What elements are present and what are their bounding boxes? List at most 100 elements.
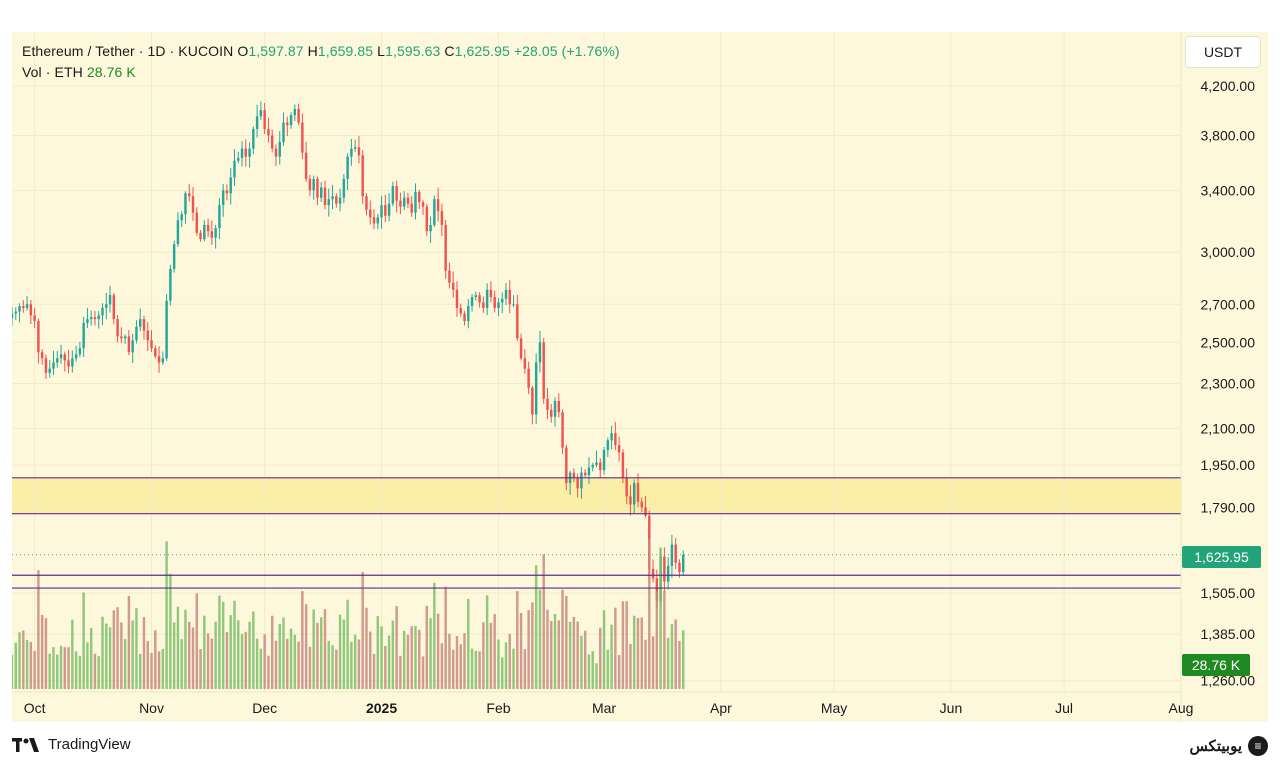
- tradingview-logo[interactable]: TradingView: [12, 736, 131, 753]
- volume-bar: [244, 631, 248, 689]
- volume-bar: [357, 639, 361, 689]
- volume-bar: [108, 627, 112, 689]
- volume-bar: [304, 604, 308, 689]
- volume-bar: [463, 633, 466, 689]
- candle-body: [108, 295, 112, 305]
- volume-bar: [621, 601, 625, 689]
- candle-body: [74, 354, 78, 359]
- currency-unit-button[interactable]: USDT: [1185, 36, 1261, 68]
- volume-bar: [12, 654, 14, 689]
- volume-bar: [433, 582, 436, 689]
- volume-bar: [319, 617, 323, 689]
- candle-body: [640, 501, 643, 508]
- symbol-header[interactable]: Ethereum / Tether · 1D · KUCOIN O1,597.8…: [22, 43, 620, 59]
- x-tick-label: May: [821, 700, 847, 716]
- volume-bar: [467, 598, 470, 689]
- chart-area[interactable]: 4,200.00 3,800.00 3,400.00 3,000.00 2,700.00…: [12, 32, 1268, 722]
- candle-body: [101, 307, 104, 316]
- volume-bar: [233, 600, 236, 689]
- candlestick-chart[interactable]: 4,200.00 3,800.00 3,400.00 3,000.00 2,700.00…: [12, 32, 1268, 722]
- candle-body: [259, 110, 263, 117]
- candle-body: [342, 178, 346, 198]
- y-tick-label: 1,790.00: [1201, 499, 1256, 515]
- candle-body: [591, 464, 594, 468]
- candle-body: [512, 304, 515, 306]
- y-tick-label: 2,500.00: [1201, 334, 1256, 350]
- tradingview-icon: [12, 737, 39, 752]
- volume-bar: [561, 589, 564, 689]
- candle-body: [71, 358, 74, 367]
- volume-bar: [237, 620, 240, 689]
- volume-bar: [406, 634, 410, 689]
- candle-body: [59, 354, 63, 359]
- candle-body: [508, 289, 511, 305]
- candle-body: [534, 362, 538, 415]
- candle-body: [338, 197, 342, 204]
- change-value: +28.05 (+1.76%): [513, 43, 620, 59]
- volume-bar: [350, 641, 353, 689]
- candle-body: [448, 270, 451, 283]
- volume-bar: [89, 627, 93, 689]
- candle-body: [176, 220, 180, 245]
- volume-bar: [414, 626, 417, 689]
- volume-bar: [282, 617, 285, 689]
- volume-bar: [606, 649, 610, 689]
- candle-body: [301, 122, 304, 153]
- candle-body: [470, 296, 474, 307]
- y-tick-label: 1,260.00: [1201, 673, 1256, 689]
- candle-body: [335, 196, 338, 204]
- symbol-name[interactable]: Ethereum / Tether · 1D · KUCOIN: [22, 43, 234, 59]
- volume-bar: [214, 621, 217, 689]
- volume-bar: [617, 655, 621, 689]
- candle-body: [29, 304, 33, 316]
- candle-body: [172, 244, 176, 269]
- watermark: یوبیتکس ≡: [1189, 736, 1268, 756]
- volume-bar: [286, 638, 289, 689]
- volume-bar: [550, 621, 553, 689]
- volume-bar: [455, 636, 459, 689]
- candle-body: [188, 193, 191, 197]
- candle-body: [331, 196, 334, 200]
- candle-body: [606, 440, 610, 451]
- volume-header[interactable]: Vol · ETH 28.76 K: [22, 64, 136, 80]
- candle-body: [40, 352, 44, 359]
- candle-body: [372, 217, 376, 224]
- candle-body: [150, 340, 153, 349]
- candle-body: [406, 197, 410, 204]
- candle-body: [353, 147, 357, 149]
- volume-bar: [154, 630, 157, 689]
- candle-body: [112, 295, 116, 320]
- candle-body: [565, 447, 568, 484]
- candle-body: [546, 398, 549, 410]
- volume-bar: [523, 649, 527, 689]
- candle-body: [444, 224, 447, 271]
- volume-bar: [648, 539, 651, 689]
- volume-bar: [289, 628, 293, 689]
- candle-body: [674, 544, 677, 563]
- volume-bar: [485, 595, 489, 689]
- volume-bar: [176, 606, 180, 689]
- candle-body: [550, 409, 553, 417]
- volume-bar: [150, 652, 153, 689]
- y-tick-label: 2,300.00: [1201, 375, 1256, 391]
- x-tick-label: Jul: [1055, 700, 1073, 716]
- candle-body: [497, 302, 500, 308]
- volume-bar: [478, 651, 481, 689]
- volume-bar: [123, 639, 127, 689]
- candle-body: [304, 152, 308, 179]
- candle-body: [135, 326, 138, 341]
- candle-body: [252, 128, 255, 149]
- volume-bar: [346, 599, 349, 689]
- candle-body: [595, 462, 598, 465]
- x-tick-label: Oct: [24, 700, 46, 716]
- volume-bar: [644, 639, 647, 689]
- volume-bar: [682, 630, 685, 689]
- candle-body: [369, 209, 372, 218]
- volume-bar: [614, 607, 617, 689]
- low-value: 1,595.63: [385, 43, 441, 59]
- candle-body: [436, 199, 440, 212]
- volume-bar: [25, 639, 29, 689]
- volume-bar: [474, 650, 478, 689]
- candle-body: [478, 295, 481, 303]
- candle-body: [587, 467, 591, 476]
